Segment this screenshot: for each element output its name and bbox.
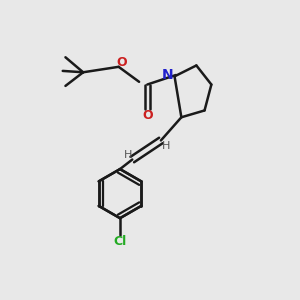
Text: N: N	[162, 68, 173, 82]
Text: Cl: Cl	[113, 235, 127, 248]
Text: H: H	[162, 141, 170, 151]
Text: O: O	[116, 56, 127, 69]
Text: O: O	[142, 110, 153, 122]
Text: H: H	[124, 150, 132, 160]
